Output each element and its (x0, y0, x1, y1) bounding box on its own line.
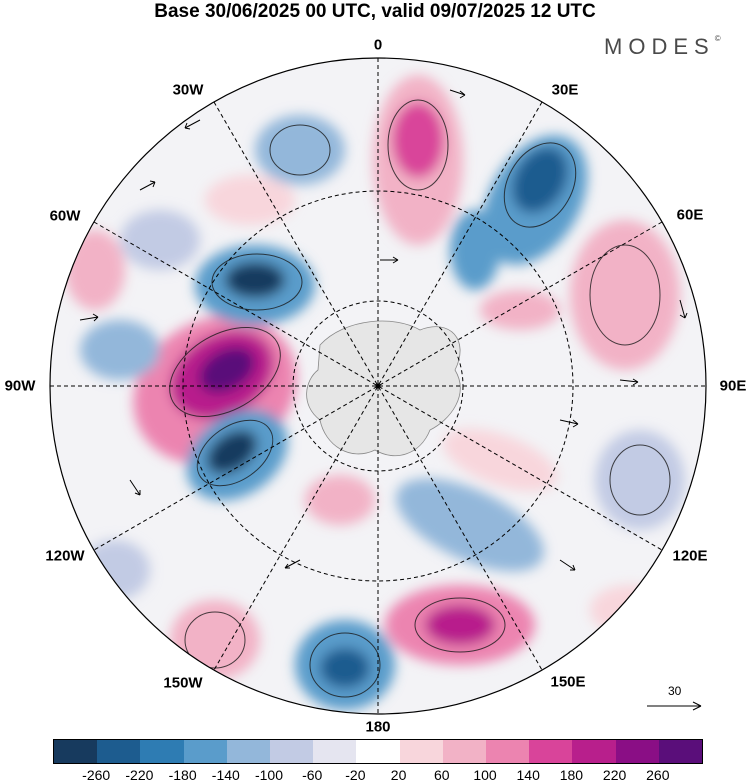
colorbar (53, 739, 703, 764)
colorbar-segment (54, 740, 98, 763)
colorbar-segment (572, 740, 616, 763)
lon-label-90w: 90W (4, 377, 36, 395)
colorbar-tick-label: -140 (211, 767, 240, 783)
colorbar-tick-label: 100 (473, 767, 497, 783)
colorbar-segment (658, 740, 703, 763)
colorbar-segment (442, 740, 487, 763)
wind-vectors (79, 89, 688, 671)
graticule (50, 58, 706, 714)
colorbar-tick-label: -100 (254, 767, 284, 783)
lon-label-0: 0 (373, 36, 383, 54)
colorbar-tick-label: -20 (345, 767, 366, 783)
polar-map (49, 57, 707, 715)
lon-label-30w: 30W (172, 81, 204, 99)
south-pole-marker (375, 383, 381, 389)
lon-label-60w: 60W (49, 207, 81, 225)
reference-arrow-icon (647, 701, 702, 711)
colorbar-segment (399, 740, 443, 763)
colorbar-segment (356, 740, 400, 763)
colorbar-tick-label: 220 (602, 767, 627, 783)
lon-label-30e: 30E (551, 81, 579, 99)
colorbar-segment (486, 740, 530, 763)
colorbar-tick-label: 260 (646, 767, 670, 783)
lon-label-60e: 60E (676, 206, 704, 224)
lon-label-120w: 120W (45, 547, 85, 565)
colorbar-tick-label: 140 (516, 767, 540, 783)
colorbar-segment (140, 740, 184, 763)
colorbar-segment (313, 740, 357, 763)
lon-label-180: 180 (365, 718, 391, 736)
lon-label-150w: 150W (163, 674, 203, 692)
map-boundary (49, 57, 707, 715)
lon-label-150e: 150E (550, 673, 586, 691)
colorbar-segment (226, 740, 271, 763)
colorbar-segment (615, 740, 659, 763)
colorbar-segment (270, 740, 314, 763)
colorbar-segment (529, 740, 573, 763)
colorbar-tick-label: 60 (434, 767, 450, 783)
reference-vector-value: 30 (668, 684, 682, 698)
colorbar-tick-label: -180 (168, 767, 197, 783)
colorbar-tick-label: -260 (82, 767, 111, 783)
brand-logo: MODES© (604, 34, 721, 59)
colorbar-tick-label: 20 (390, 767, 407, 783)
colorbar-segment (97, 740, 141, 763)
colorbar-tick-label: -60 (302, 767, 323, 783)
colorbar-tick-label: -220 (125, 767, 154, 783)
map-title: Base 30/06/2025 00 UTC, valid 09/07/2025… (154, 1, 596, 22)
colorbar-segment (183, 740, 227, 763)
lon-label-120e: 120E (672, 547, 708, 565)
colorbar-tick-label: 180 (559, 767, 584, 783)
lon-label-90e: 90E (719, 377, 747, 395)
